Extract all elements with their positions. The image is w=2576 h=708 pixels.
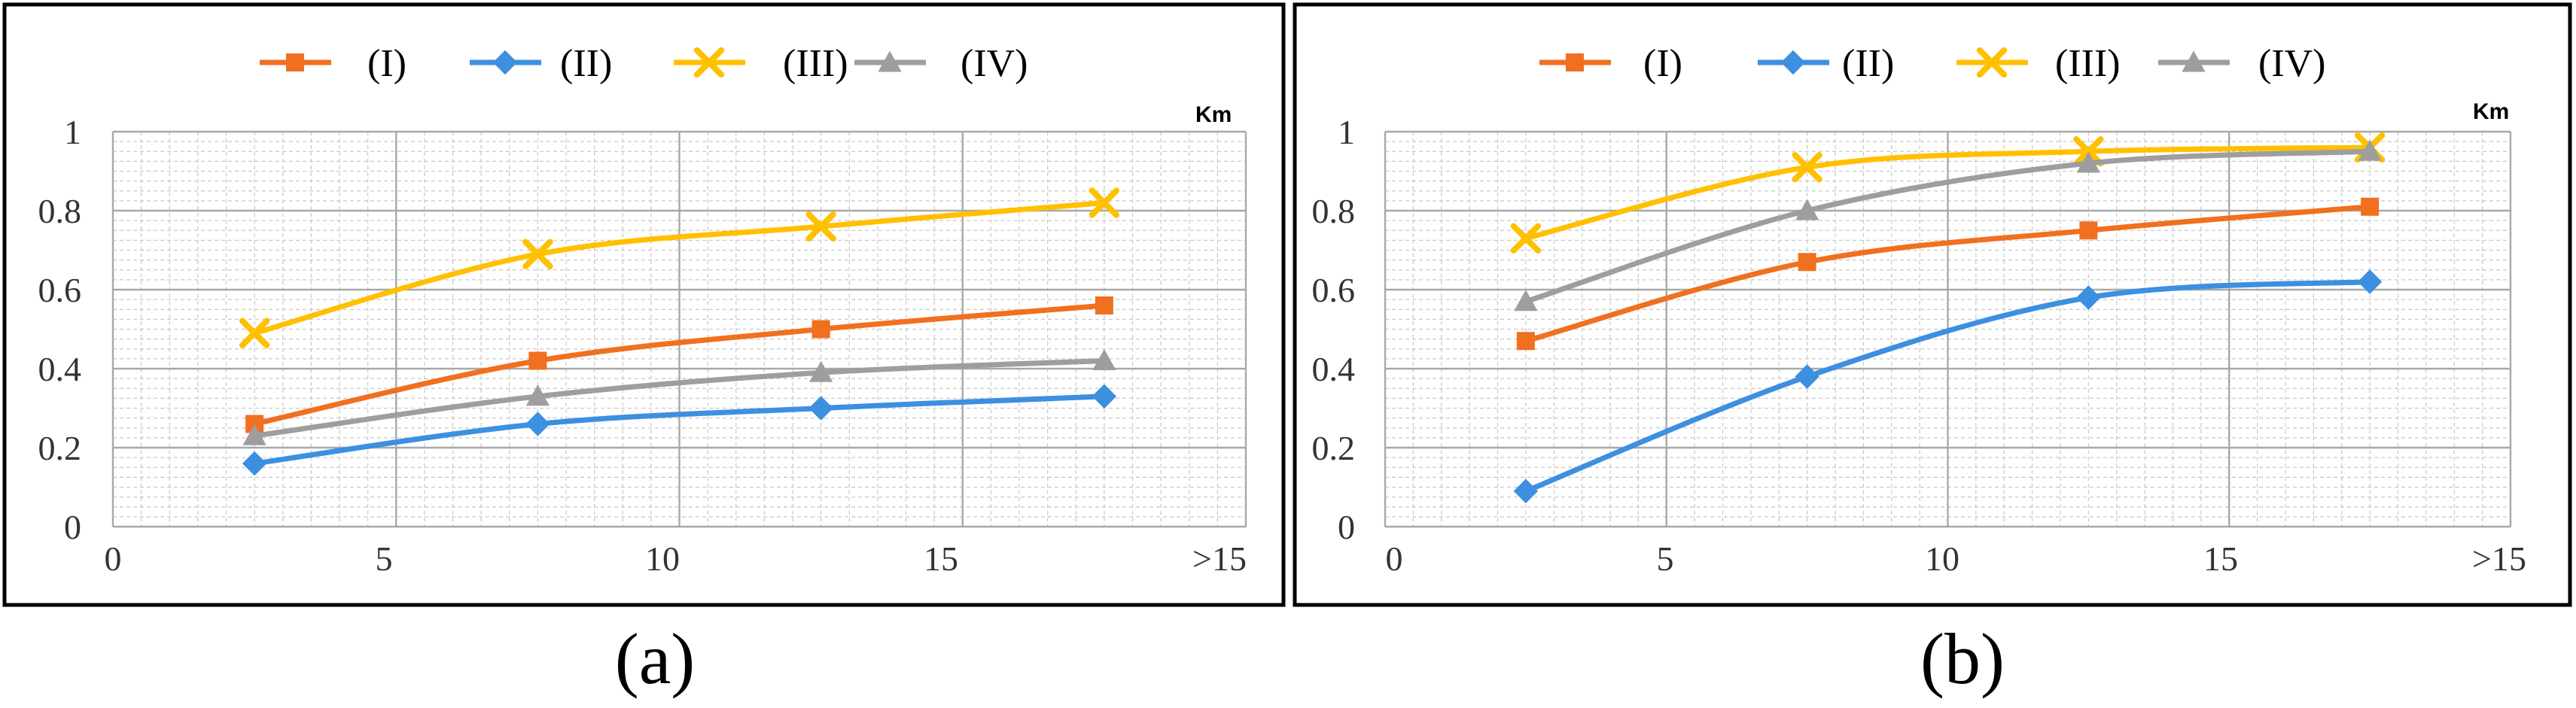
x-tick-label: 0 <box>105 539 122 578</box>
x-tick-label: 15 <box>924 539 958 578</box>
series-line-3 <box>251 200 1107 336</box>
y-tick-label: 0.8 <box>38 192 82 230</box>
legend-marker-x <box>693 47 725 78</box>
x-tick-label: >15 <box>2472 539 2526 578</box>
data-point-x <box>805 211 836 242</box>
legend: (I) (II) (III) (IV) <box>260 42 1028 85</box>
series-group <box>239 187 1120 476</box>
data-point-square <box>811 320 830 339</box>
data-point-diamond <box>1795 364 1819 389</box>
data-point-x <box>1089 187 1120 218</box>
legend-label: (II) <box>560 42 612 85</box>
x-tick-label: 10 <box>1925 539 1959 578</box>
data-point-square <box>2079 221 2098 240</box>
data-point-square <box>1798 253 1816 272</box>
legend-marker-square <box>286 53 304 71</box>
data-point-x <box>239 318 270 348</box>
data-point-square <box>1516 332 1535 351</box>
panel-frame <box>2 2 1286 607</box>
data-point-triangle <box>242 424 266 445</box>
x-tick-label: >15 <box>1192 539 1247 578</box>
data-point-square <box>528 351 547 370</box>
panel-caption: (b) <box>1920 618 2005 699</box>
y-tick-label: 0.8 <box>1312 192 1356 230</box>
data-point-triangle <box>2076 151 2100 173</box>
legend-label: (III) <box>2055 42 2121 85</box>
legend-marker-diamond <box>492 50 518 75</box>
data-point-triangle <box>1514 290 1538 311</box>
legend-marker-triangle <box>878 50 902 72</box>
data-point-triangle <box>525 384 550 406</box>
legend-label: (IV) <box>961 42 1028 85</box>
x-tick-label: 5 <box>1657 539 1674 578</box>
series-line-4 <box>1523 148 2373 305</box>
legend-label: (I) <box>367 42 406 85</box>
data-point-triangle <box>1795 199 1819 220</box>
y-tick-label: 0 <box>64 508 81 546</box>
legend-marker-diamond <box>1780 50 1806 75</box>
data-point-x <box>1510 223 1542 254</box>
data-point-diamond <box>808 396 833 421</box>
data-point-diamond <box>2357 269 2383 294</box>
data-point-x <box>2073 136 2104 167</box>
data-point-diamond <box>242 451 267 476</box>
y-tick-label: 0.4 <box>1312 350 1356 388</box>
y-tick-label: 0.6 <box>38 271 82 309</box>
y-tick-label: 0.4 <box>38 350 82 388</box>
legend: (I) (II) (III) (IV) <box>1539 42 2326 85</box>
x-tick-label: 0 <box>1386 539 1403 578</box>
x-unit-label: Km <box>2473 99 2509 124</box>
panel-frame <box>1293 2 2572 607</box>
y-tick-label: 0.2 <box>38 429 82 467</box>
series-line-3 <box>1523 144 2373 242</box>
chart-panel-b: 0 5 10 15 >15 0 0.2 0.4 0.6 0.8 1 Km (I) (II) (III) (IV… <box>1293 2 2572 607</box>
data-point-triangle <box>809 360 833 382</box>
data-point-square <box>2361 197 2380 216</box>
series-line-1 <box>1523 204 2373 344</box>
legend-label: (II) <box>1842 42 1894 85</box>
legend-marker-triangle <box>2182 50 2206 72</box>
panel-caption: (a) <box>615 618 696 699</box>
y-tick-label: 0.2 <box>1312 429 1356 467</box>
series-line-2 <box>251 394 1107 466</box>
legend-marker-square <box>1566 53 1584 71</box>
x-unit-label: Km <box>1195 102 1232 127</box>
data-point-diamond <box>2076 285 2101 310</box>
series-line-4 <box>251 358 1107 439</box>
data-point-square <box>1095 296 1113 314</box>
data-point-x <box>1792 152 1822 183</box>
series-group <box>1510 132 2386 503</box>
x-tick-label: 15 <box>2203 539 2238 578</box>
x-tick-label: 5 <box>376 539 393 578</box>
legend-label: (III) <box>783 42 848 85</box>
data-point-diamond <box>1092 384 1117 409</box>
major-grid <box>111 130 1247 528</box>
data-point-diamond <box>525 412 550 436</box>
y-tick-label: 0 <box>1338 508 1355 546</box>
data-point-triangle <box>1092 348 1116 370</box>
legend-marker-x <box>1976 47 2008 78</box>
x-tick-label: 10 <box>645 539 680 578</box>
legend-label: (IV) <box>2258 42 2326 85</box>
data-point-x <box>522 239 553 269</box>
chart-panel-a: 0 5 10 15 >15 0 0.2 0.4 0.6 0.8 1 Km (I) (II) (III) (IV… <box>2 2 1286 607</box>
legend-label: (I) <box>1643 42 1682 85</box>
data-point-triangle <box>2358 139 2382 161</box>
series-line-1 <box>251 302 1107 427</box>
data-point-diamond <box>1513 479 1539 503</box>
series-line-2 <box>1523 279 2373 494</box>
y-tick-label: 1 <box>1338 113 1355 151</box>
minor-grid <box>112 131 1247 527</box>
y-tick-label: 0.6 <box>1312 271 1356 309</box>
y-tick-label: 1 <box>64 113 81 151</box>
